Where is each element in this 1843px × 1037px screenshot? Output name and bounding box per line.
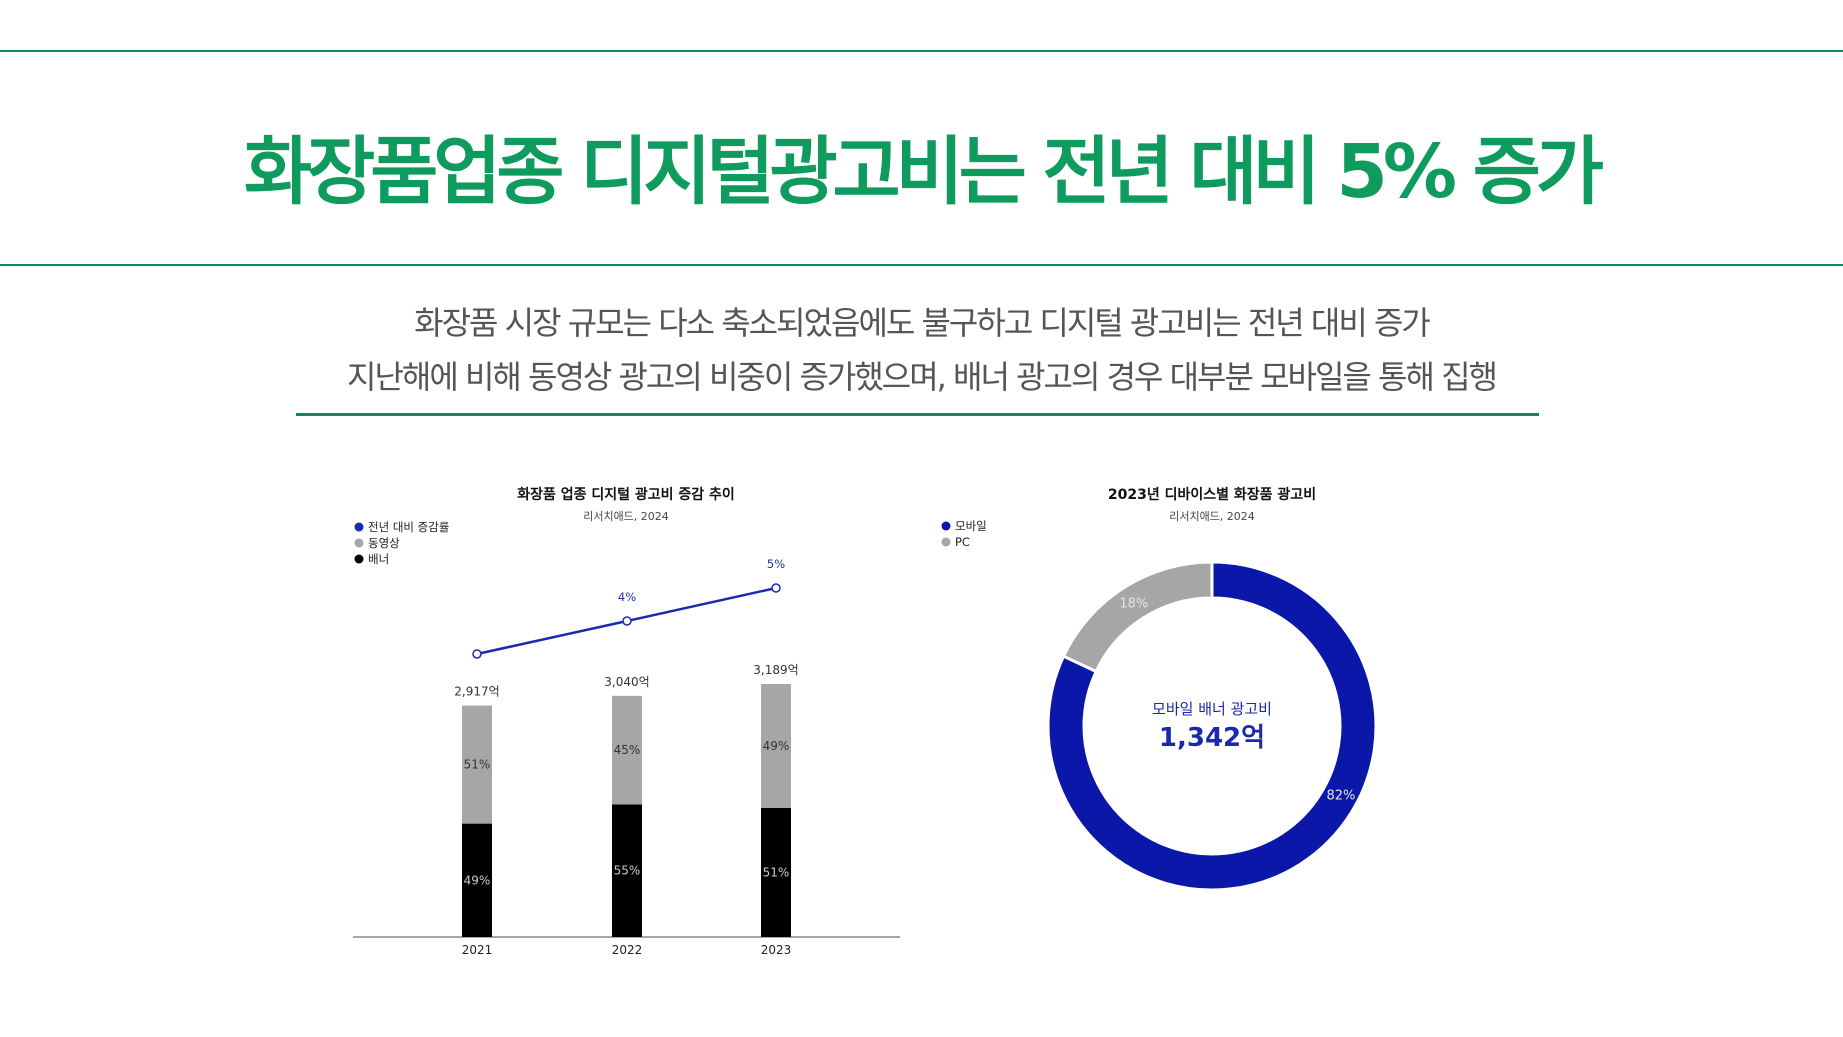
subtitle-rule [296,413,1539,416]
rate-point-2021 [472,649,482,659]
bar-video-2023 [761,684,791,808]
subtitle-line-2: 지난해에 비해 동영상 광고의 비중이 증가했으며, 배너 광고의 경우 대부분… [347,358,1498,396]
donut-center-label: 모바일 배너 광고비 [1152,700,1272,718]
bar-banner-label-2022: 55% [614,864,641,878]
x-tick-2023: 2023 [761,943,792,957]
legend-pc-label: PC [955,535,970,549]
donut-chart-title: 2023년 디바이스별 화장품 광고비 [1108,486,1316,503]
donut-slice-pc [1061,560,1214,674]
donut-center-value: 1,342억 [1159,723,1265,753]
x-tick-2022: 2022 [612,943,643,957]
bar-banner-2021 [462,823,492,937]
rate-point-2022 [622,616,632,626]
bar-total-label-2023: 3,189억 [753,663,798,677]
bar-video-label-2022: 45% [614,743,641,757]
legend-rate-label: 전년 대비 증감률 [368,520,449,534]
legend-banner-label: 배너 [368,552,389,566]
bar-banner-2022 [612,804,642,937]
legend-video-swatch [354,538,364,548]
rate-point-2023 [771,583,781,593]
bar-video-2022 [612,695,642,805]
legend-video-label: 동영상 [368,536,400,550]
donut-label-mobile: 82% [1326,789,1355,804]
page-headline: 화장품업종 디지털광고비는 전년 대비 5% 증가 [244,129,1604,215]
bar-video-label-2021: 51% [464,758,491,772]
x-tick-2021: 2021 [462,943,493,957]
bar-video-label-2023: 49% [763,739,790,753]
bar-banner-label-2021: 49% [464,873,491,887]
headline-rule [0,264,1843,266]
bar-chart-title: 화장품 업종 디지털 광고비 증감 추이 [517,486,735,503]
legend-pc-swatch [941,537,951,547]
bar-chart-source: 리서치애드, 2024 [583,510,669,523]
top-rule [0,50,1843,52]
bar-banner-2023 [761,807,791,937]
bar-banner-label-2023: 51% [763,865,790,879]
legend-mobile-swatch [941,521,951,531]
donut-slice-mobile [1046,560,1378,892]
subtitle-line-1: 화장품 시장 규모는 다소 축소되었음에도 불구하고 디지털 광고비는 전년 대… [414,304,1431,342]
donut-chart-source: 리서치애드, 2024 [1169,510,1255,523]
donut-chart-plot: 82% 18% [1046,560,1378,892]
bar-chart-plot: 49% 51% 2,917억 2021 55% 45% 3,040억 2022 51% 49% 3,… [353,557,900,957]
rate-label-2023: 5% [767,557,785,571]
bar-total-label-2022: 3,040억 [604,675,649,689]
rate-label-2022: 4% [618,590,636,604]
bar-video-2021 [462,705,492,824]
bar-total-label-2021: 2,917억 [454,685,499,699]
legend-mobile-label: 모바일 [955,519,987,533]
legend-banner-swatch [354,554,364,564]
legend-rate-swatch [354,522,364,532]
donut-label-pc: 18% [1119,597,1148,612]
